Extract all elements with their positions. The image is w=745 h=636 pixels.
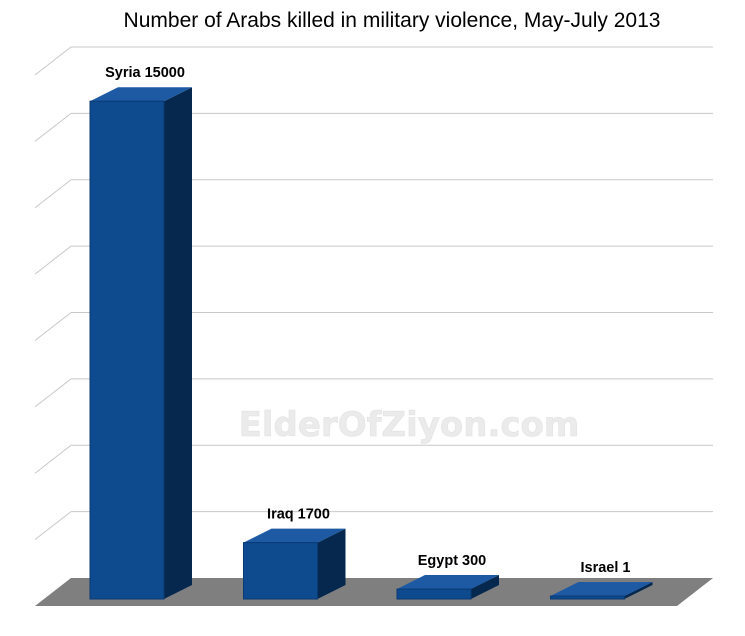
bars: Syria 15000 Iraq 1700 Egypt 300 Israel 1 xyxy=(89,65,653,600)
data-label-egypt: Egypt 300 xyxy=(418,553,487,569)
chart-floor xyxy=(35,578,713,606)
bar-front xyxy=(89,100,165,600)
bar-side xyxy=(624,582,653,599)
gridline-diagonal xyxy=(34,444,72,474)
bar-top xyxy=(397,575,499,590)
gridline-diagonal xyxy=(34,511,72,541)
gridline-diagonal xyxy=(34,245,72,275)
data-label-iraq: Iraq 1700 xyxy=(267,507,330,523)
bar-top xyxy=(90,87,192,102)
data-label-israel: Israel 1 xyxy=(581,560,631,576)
bar-front xyxy=(396,588,472,600)
gridline-diagonal xyxy=(34,112,72,142)
chart-title: Number of Arabs killed in military viole… xyxy=(124,9,661,32)
gridline-diagonal xyxy=(34,378,72,408)
gridline-diagonal xyxy=(34,46,72,76)
bar-top xyxy=(550,582,653,596)
gridline-diagonal xyxy=(34,312,72,341)
bar-top xyxy=(243,528,346,543)
bar-side xyxy=(317,528,346,599)
bar-front xyxy=(243,542,318,600)
bar-iraq xyxy=(243,528,346,600)
gridline-diagonal xyxy=(34,179,72,209)
bar-side xyxy=(164,87,192,599)
data-label-syria: Syria 15000 xyxy=(105,65,185,81)
bar-israel xyxy=(550,582,653,600)
bar-front xyxy=(550,595,625,600)
bar-side xyxy=(471,575,499,599)
watermark-text: ElderOfZiyon.com xyxy=(239,405,580,445)
bar-syria xyxy=(89,87,192,600)
bar-egypt xyxy=(396,575,499,600)
